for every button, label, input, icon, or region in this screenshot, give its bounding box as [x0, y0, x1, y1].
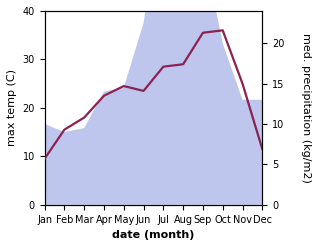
- Y-axis label: med. precipitation (kg/m2): med. precipitation (kg/m2): [301, 33, 311, 183]
- Y-axis label: max temp (C): max temp (C): [7, 69, 17, 146]
- X-axis label: date (month): date (month): [112, 230, 195, 240]
